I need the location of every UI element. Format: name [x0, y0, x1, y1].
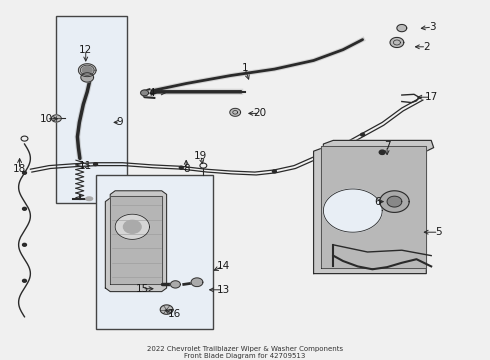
Text: 19: 19 [194, 150, 208, 161]
Polygon shape [321, 146, 426, 268]
Circle shape [23, 279, 26, 282]
Text: 13: 13 [216, 285, 230, 295]
Circle shape [141, 90, 148, 96]
Circle shape [115, 214, 149, 239]
Text: 16: 16 [167, 309, 181, 319]
Polygon shape [78, 64, 96, 77]
Text: 17: 17 [424, 92, 438, 102]
Circle shape [361, 133, 365, 136]
Text: 10: 10 [40, 114, 53, 124]
Circle shape [51, 115, 61, 122]
Circle shape [380, 191, 409, 212]
Text: 11: 11 [79, 161, 93, 171]
Text: 9: 9 [117, 117, 123, 127]
Text: 4: 4 [148, 88, 155, 98]
Circle shape [230, 108, 241, 116]
Polygon shape [81, 73, 94, 82]
Text: 20: 20 [253, 108, 266, 118]
Text: 7: 7 [384, 141, 391, 151]
Bar [96, 175, 213, 329]
Circle shape [23, 207, 26, 210]
Ellipse shape [86, 197, 93, 201]
Circle shape [23, 171, 26, 174]
Circle shape [272, 170, 276, 173]
Text: 14: 14 [216, 261, 230, 271]
Circle shape [191, 278, 203, 287]
Text: 8: 8 [183, 164, 190, 174]
Text: 5: 5 [435, 227, 442, 237]
Circle shape [379, 150, 385, 154]
Circle shape [94, 163, 98, 166]
Circle shape [387, 196, 402, 207]
Polygon shape [110, 196, 162, 284]
Circle shape [123, 220, 141, 233]
Text: 2022 Chevrolet Trailblazer Wiper & Washer Components: 2022 Chevrolet Trailblazer Wiper & Washe… [147, 346, 343, 352]
Circle shape [160, 305, 173, 314]
Circle shape [390, 37, 404, 48]
Text: 3: 3 [429, 22, 436, 32]
Text: Front Blade Diagram for 42709513: Front Blade Diagram for 42709513 [184, 353, 306, 359]
Text: 2: 2 [423, 42, 430, 52]
Circle shape [171, 281, 180, 288]
Bar [56, 16, 127, 203]
Text: 12: 12 [79, 45, 93, 55]
Text: 6: 6 [374, 197, 381, 207]
Circle shape [23, 243, 26, 246]
Polygon shape [82, 67, 92, 74]
Text: 1: 1 [242, 63, 248, 73]
Circle shape [323, 189, 382, 232]
Circle shape [179, 166, 183, 169]
Circle shape [397, 24, 407, 32]
Polygon shape [105, 191, 167, 292]
Polygon shape [314, 140, 434, 274]
Text: 15: 15 [135, 284, 149, 294]
Text: 18: 18 [13, 164, 26, 174]
